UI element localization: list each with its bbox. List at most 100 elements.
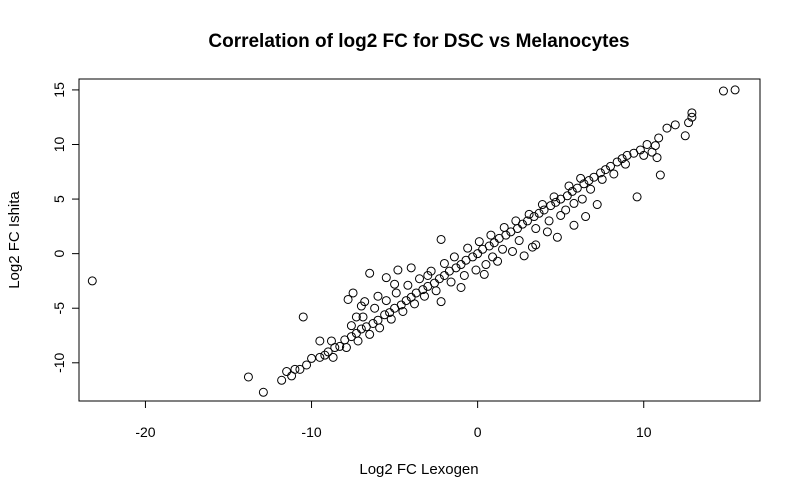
data-point	[463, 243, 473, 253]
data-point	[290, 364, 300, 374]
data-point	[375, 323, 385, 333]
data-point	[549, 192, 559, 202]
data-point	[419, 291, 429, 301]
data-point	[449, 252, 459, 262]
data-point	[307, 353, 317, 363]
data-point	[534, 208, 544, 218]
data-point	[479, 269, 489, 279]
data-point	[569, 220, 579, 230]
data-point	[315, 336, 325, 346]
data-point	[584, 176, 594, 186]
data-point	[642, 139, 652, 149]
data-point	[403, 280, 413, 290]
data-point	[474, 237, 484, 247]
data-point	[298, 312, 308, 322]
data-point	[380, 310, 390, 320]
data-point	[341, 343, 351, 353]
data-point	[302, 360, 312, 370]
data-point	[552, 232, 562, 242]
data-point	[670, 120, 680, 130]
data-point	[323, 347, 333, 357]
data-point	[609, 169, 619, 179]
data-point	[622, 150, 632, 160]
chart-title: Correlation of log2 FC for DSC vs Melano…	[208, 31, 629, 52]
data-point	[650, 141, 660, 151]
data-point	[488, 252, 498, 262]
data-point	[418, 285, 428, 295]
data-point	[612, 157, 622, 167]
data-point	[486, 230, 496, 240]
data-point	[353, 336, 363, 346]
data-point	[539, 205, 549, 215]
data-point	[471, 265, 481, 275]
data-point	[468, 252, 478, 262]
data-point	[687, 108, 697, 118]
data-point	[564, 181, 574, 191]
data-point	[381, 296, 391, 306]
data-point	[508, 246, 518, 256]
data-point	[524, 209, 534, 219]
data-point	[431, 286, 441, 296]
data-point	[576, 173, 586, 183]
data-point	[429, 278, 439, 288]
data-point	[456, 282, 466, 292]
data-point	[258, 387, 268, 397]
x-tick-label: 10	[636, 424, 652, 440]
data-point	[601, 165, 611, 175]
data-point	[348, 288, 358, 298]
x-tick-label: 0	[474, 424, 482, 440]
y-tick-label: -5	[51, 302, 67, 315]
data-point	[434, 274, 444, 284]
data-point	[451, 263, 461, 273]
data-point	[410, 299, 420, 309]
data-point	[401, 296, 411, 306]
data-point	[596, 168, 606, 178]
data-point	[556, 210, 566, 220]
data-point	[328, 352, 338, 362]
x-axis: -20 -10 0 10	[135, 400, 652, 440]
data-point	[687, 112, 697, 122]
data-point	[498, 244, 508, 254]
data-point	[398, 306, 408, 316]
data-point	[335, 341, 345, 351]
x-tick-label: -20	[135, 424, 155, 440]
data-point	[391, 288, 401, 298]
data-point	[390, 279, 400, 289]
data-point	[243, 372, 253, 382]
data-point	[393, 265, 403, 275]
plot-frame	[78, 78, 761, 402]
data-point	[406, 263, 416, 273]
data-point	[439, 258, 449, 268]
data-point	[522, 216, 532, 226]
data-point	[542, 227, 552, 237]
data-point	[356, 324, 366, 334]
y-tick-label: 15	[51, 82, 67, 98]
data-point	[326, 336, 336, 346]
y-tick-label: 0	[51, 250, 67, 258]
data-point	[551, 197, 561, 207]
data-point	[368, 319, 378, 329]
data-point	[493, 256, 503, 266]
data-point	[459, 270, 469, 280]
data-point	[718, 86, 728, 96]
data-point	[484, 241, 494, 251]
data-point	[581, 212, 591, 222]
data-point	[87, 276, 97, 286]
data-point	[360, 297, 370, 307]
data-point	[436, 234, 446, 244]
data-point	[346, 332, 356, 342]
data-point	[481, 260, 491, 270]
data-point	[386, 314, 396, 324]
x-axis-label: Log2 FC Lexogen	[359, 461, 478, 478]
data-point	[730, 85, 740, 95]
y-tick-label: -10	[51, 352, 67, 372]
data-point	[606, 161, 616, 171]
data-point	[512, 224, 522, 234]
data-point	[277, 375, 287, 385]
data-point	[655, 170, 665, 180]
data-point	[499, 222, 509, 232]
data-point	[569, 198, 579, 208]
data-point	[373, 291, 383, 301]
data-point	[423, 270, 433, 280]
data-point	[514, 236, 524, 246]
